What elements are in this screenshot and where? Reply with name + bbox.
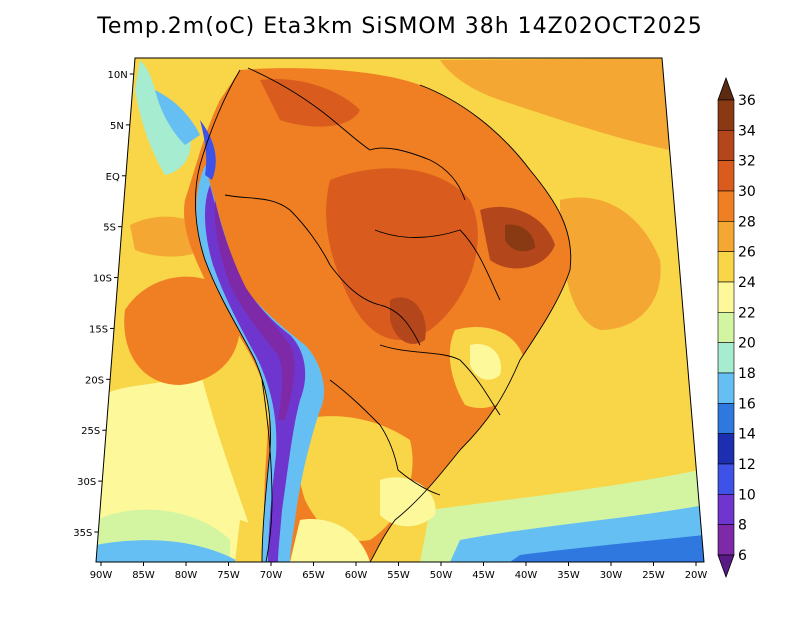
x-tick-label: 65W [302,570,325,581]
colorbar-label: 26 [738,245,756,261]
colorbar: 36 34 32 30 28 26 24 22 20 18 16 14 12 10 8 6 [717,76,756,579]
atlantic-south-colder [510,535,704,562]
colorbar-label: 36 [738,93,756,109]
central-hot-zone [390,297,426,344]
colorbar-label: 16 [738,396,756,412]
x-tick-label: 40W [515,570,538,581]
border-peru-brazil [224,194,331,266]
border-brazil-states-north [374,229,501,301]
x-tick-label: 20W [685,570,708,581]
colorbar-segment [717,494,735,525]
colorbar-segment [717,463,735,495]
y-axis: 10N 5N EQ 5S 10S 15S 20S 25S 30S 35S [73,70,134,539]
colorbar-label: 8 [738,518,747,534]
y-tick-label: EQ [106,172,120,183]
x-tick-label: 80W [175,570,198,581]
x-tick-label: 70W [260,570,283,581]
y-tick-label: 5N [110,121,124,132]
atlantic-coastline [369,84,572,563]
x-tick-label: 50W [430,570,453,581]
colorbar-label: 24 [738,275,756,291]
colorbar-segment [717,160,735,192]
pacific-south-cold [96,540,240,562]
y-tick-label: 25S [81,426,100,437]
colorbar-label: 22 [738,305,756,321]
brazil-hot-interior [326,168,478,340]
y-tick-label: 30S [77,477,96,488]
colorbar-segment [717,312,735,343]
colorbar-label: 14 [738,427,756,443]
x-tick-label: 85W [132,570,155,581]
colorbar-segment [717,433,735,465]
y-tick-label: 20S [85,375,104,386]
pacific-coastline [194,69,271,563]
x-tick-label: 30W [600,570,623,581]
border-paraguay-argentina [329,379,399,471]
colorbar-segment [717,251,735,283]
colorbar-segment [717,130,735,161]
colorbar-segment [717,221,735,252]
border-uruguay [397,469,441,496]
southern-brazil-cool [380,477,436,527]
pacific-north-cool [135,60,191,175]
colorbar-label: 30 [738,184,756,200]
north-andes-cold [200,120,216,180]
border-bolivia-brazil [329,264,421,346]
temperature-field [96,58,704,562]
colorbar-segment [717,403,735,434]
colorbar-top-arrow [717,76,735,101]
colorbar-label: 10 [738,487,756,503]
country-borders [194,67,572,563]
colorbar-label: 34 [738,123,756,139]
colorbar-segment [717,372,735,404]
northeast-hottest-zone [505,224,535,252]
x-tick-label: 90W [90,570,113,581]
y-tick-label: 5S [103,223,116,234]
andes-peak-band [214,200,295,420]
border-brazil-states-south [379,344,501,416]
x-axis: 90W 85W 80W 75W 70W 65W 60W 55W 50W 45W 40W 35W 30W 2… [90,562,708,581]
x-tick-label: 45W [472,570,495,581]
x-tick-label: 55W [387,570,410,581]
x-tick-label: 75W [217,570,240,581]
y-tick-label: 10S [93,274,112,285]
colorbar-segment [717,342,735,374]
colorbar-segment [717,524,735,556]
colorbar-label: 28 [738,214,756,230]
border-guianas [369,147,466,201]
colorbar-segment [717,190,735,222]
y-tick-label: 35S [73,528,92,539]
map-title: Temp.2m(oC) Eta3km SiSMOM 38h 14Z02OCT20… [97,14,703,39]
colorbar-label: 18 [738,366,756,382]
pacific-north-cold [155,90,200,145]
colorbar-label: 32 [738,154,756,170]
colorbar-segment [717,99,735,131]
border-chile-argentina [261,379,273,563]
x-tick-label: 25W [642,570,665,581]
colorbar-label: 12 [738,457,756,473]
colorbar-label: 20 [738,336,756,352]
southeast-cool-zone [470,344,501,380]
pacific-warm-zone [124,276,240,385]
patagonia-cool [290,519,370,562]
x-tick-label: 60W [345,570,368,581]
colorbar-segment [717,281,735,313]
colorbar-bottom-arrow [717,554,735,579]
map-frame [95,57,705,563]
colorbar-label: 6 [738,548,747,564]
atlantic-central-warm [560,197,661,330]
y-tick-label: 15S [89,324,108,335]
border-colombia-venezuela [247,67,371,151]
x-tick-label: 35W [557,570,580,581]
atlantic-north-warm [440,58,670,150]
y-tick-label: 10N [108,70,128,81]
